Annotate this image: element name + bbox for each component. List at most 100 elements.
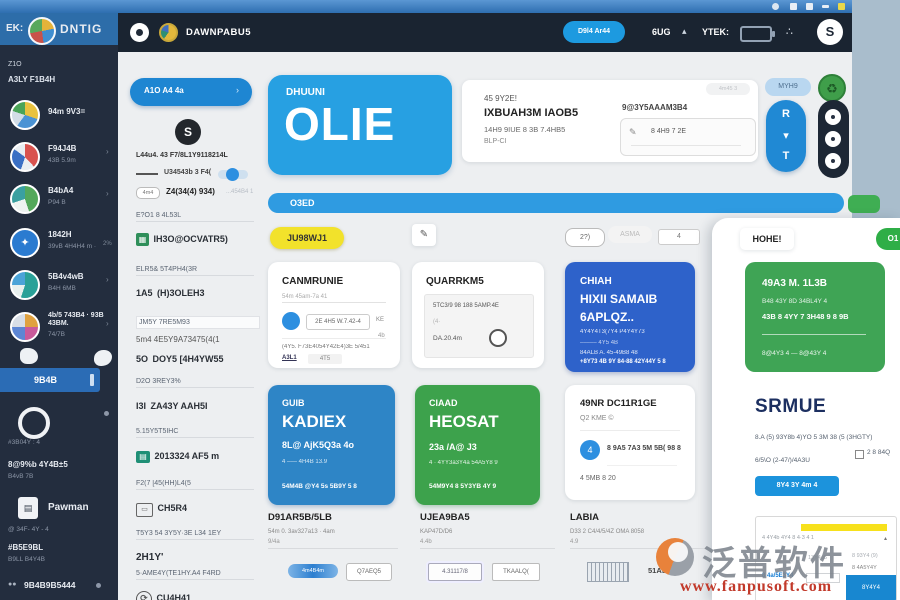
person-icon[interactable]: ▴ xyxy=(682,26,687,36)
list-item[interactable]: ▦ IH3O@OCVATR5) xyxy=(136,229,254,247)
sidebar-item[interactable]: B4bA4 P94 B › xyxy=(0,181,118,217)
sidebar-item[interactable]: ▤ Pawman @ 34F- 4Y - 4 xyxy=(0,495,118,537)
checkbox-label: 2 8 84Q xyxy=(867,449,891,456)
sidebar-item[interactable]: 4b/5 743B4 · 93B 43BM. 74/7B › xyxy=(0,309,118,349)
dock-dot-icon[interactable] xyxy=(825,109,841,125)
list-item[interactable]: 5O DOY5 [4H4YW55 xyxy=(136,349,260,367)
home-icon[interactable] xyxy=(130,23,149,42)
banner-bar[interactable]: O3ED xyxy=(268,193,844,213)
input-hint[interactable]: 54m 45am-7a 41 xyxy=(282,294,386,303)
sidebar-item-label: #B5E9BL xyxy=(8,543,44,552)
org-logo-icon[interactable] xyxy=(159,23,178,42)
panel-icon[interactable] xyxy=(790,3,797,10)
panel-chip[interactable]: HOHE! xyxy=(740,228,794,250)
pill-row[interactable]: 4m4 Z4(34(4) 934) ...454B4 1 xyxy=(136,186,256,200)
sparkle-icon[interactable]: ∴ xyxy=(786,26,793,38)
list-item[interactable]: ▭ CH5R4 xyxy=(136,498,254,517)
sidebar-active-item[interactable]: 9B4B xyxy=(0,368,100,392)
toggle-row[interactable]: U34543b 3 F4( xyxy=(136,168,256,181)
royal-blue-card[interactable]: CHIAH HIXII SAMAIB 6APLQZ.. 4Y4Y4T3(7Y4 … xyxy=(565,262,695,372)
blue-dock[interactable]: R ▾ T xyxy=(766,100,806,172)
option-faint: (4· xyxy=(433,319,441,325)
preview-link[interactable]: 8 4a/5E3Y4 xyxy=(762,573,794,579)
nav-link[interactable]: 6UG xyxy=(652,27,671,37)
badge-blue-icon: 4 xyxy=(580,440,600,460)
highlight-chip[interactable]: JU98WJ1 xyxy=(270,227,344,249)
search-icon[interactable] xyxy=(772,3,779,10)
dash-icon xyxy=(136,173,158,175)
dock-r-icon[interactable]: R xyxy=(782,108,790,120)
faint-chip[interactable]: ASMA xyxy=(608,226,652,243)
sidebar-item[interactable]: F94J4B 43B 5.9m › xyxy=(0,139,118,175)
sidebar-item[interactable]: ✦ 1842H 39vB 4H4H4 m · 2% xyxy=(0,225,118,261)
stat-kicker: GUIB xyxy=(282,398,305,408)
user-avatar[interactable]: S xyxy=(817,19,843,45)
item-code: 1A5 xyxy=(136,288,153,298)
stat-card-green[interactable]: CIAAD HEOSAT 23a /A@ J3 4 · 4YY3a3Y4a 54… xyxy=(415,385,540,505)
green-card[interactable]: 49A3 M. 1L3B B48 43Y 8D 34BL4Y 4 43B 8 4… xyxy=(745,262,885,372)
search-box[interactable]: ✎ 8 4H9 7 2E xyxy=(620,118,756,156)
radio-button[interactable] xyxy=(489,329,507,347)
dark-dock[interactable] xyxy=(818,100,849,178)
sidebar-item[interactable]: 94m 9V3= xyxy=(0,98,118,132)
srm-title: SRMUE xyxy=(755,396,827,417)
footer-code: 51A55 xyxy=(648,566,671,575)
mini-outline-button[interactable]: 4.31117/8 xyxy=(428,563,482,581)
hero-card[interactable]: DHUUNI OLIE xyxy=(268,75,452,175)
stat-card-blue[interactable]: GUIB KADIEX 8L@ AjK5Q3a 4o 4 ––– 4H4B 13… xyxy=(268,385,395,505)
app-logo-icon[interactable] xyxy=(28,17,56,45)
sidebar-item[interactable]: #3B04Y : 4 xyxy=(0,405,118,449)
panel-top-button[interactable]: A1O A4 4a › xyxy=(130,78,252,106)
minimize-icon[interactable] xyxy=(822,5,829,8)
status-chip[interactable]: MYH9 xyxy=(765,78,811,96)
hero-kicker: DHUUNI xyxy=(286,87,325,98)
mini-pill: 4m4 xyxy=(136,187,160,199)
stepper-box[interactable]: 4 xyxy=(658,229,700,245)
mini-outline-button[interactable]: TKAALQ( xyxy=(492,563,540,581)
card-chip[interactable]: 4T5 xyxy=(308,354,342,364)
sidebar-item[interactable]: #B5E9BL B9LL B4Y4B xyxy=(0,541,118,571)
chevron-down-icon[interactable]: ▾ xyxy=(783,130,789,142)
outline-chip[interactable]: 2?) xyxy=(565,228,605,247)
stamp-icon[interactable] xyxy=(94,350,112,366)
sidebar-item-label: 94m 9V3= xyxy=(48,107,86,116)
list-item[interactable]: 2H1Y' xyxy=(136,547,254,565)
panel-avatar[interactable]: S xyxy=(175,119,201,145)
sidebar-item[interactable]: ●● 9B4B9B5444 xyxy=(0,577,118,597)
pen-chip-icon[interactable]: ✎ xyxy=(412,224,436,246)
dock-dot-icon[interactable] xyxy=(825,153,841,169)
sidebar-item[interactable]: 5B4v4wB B4H 6MB › xyxy=(0,267,118,303)
primary-nav-button[interactable]: D9l4 Ar44 xyxy=(563,21,625,43)
checkbox[interactable] xyxy=(855,450,864,459)
dock-t-icon[interactable]: T xyxy=(782,150,790,162)
app-title: DNTIG xyxy=(60,22,103,36)
banner-green-tab[interactable] xyxy=(848,195,880,213)
document-preview[interactable]: 4 4Y4b 4Y4 8 4·3 4 1 ▴ 13Y4a5 8 93Y4 (9)… xyxy=(755,516,897,600)
green-action-button[interactable]: ♻ xyxy=(818,74,846,102)
info-title: IXBUAH3M IAOB5 xyxy=(484,107,579,119)
input-field[interactable]: 2E 4H5 W.7.42-4 xyxy=(306,314,370,330)
sidebar-item[interactable]: 8@9%b 4Y4B±5 B4vB 7B xyxy=(0,458,118,488)
panel-green-pill[interactable]: O1 xyxy=(876,228,900,250)
panel-icon[interactable] xyxy=(806,3,813,10)
blue-card-line: ––––– 4Y5 4B xyxy=(580,340,619,346)
list-item[interactable]: ▤ 2013324 AF5 m xyxy=(136,446,254,464)
sidebar-item-sub: 39vB 4H4H4 m · xyxy=(48,243,97,250)
card-chip-link[interactable]: A3L1 xyxy=(282,355,297,361)
option-card: QUARRKM5 5TC3/9 98 188 5AMP.4E (4· DA.20… xyxy=(412,262,544,368)
mini-outline-button[interactable]: Q7AEQ5 xyxy=(346,563,392,581)
blue-card-line: 4Y4Y4T3(7Y4 P4Y4Y73 xyxy=(580,329,645,335)
stamp-icon[interactable] xyxy=(20,348,38,364)
nav-link[interactable]: YTEK: xyxy=(702,27,729,37)
list-item[interactable]: 1A5 (H)3OLEH3 xyxy=(136,283,254,301)
list-item[interactable]: ⟳ CU4H41 xyxy=(136,588,254,600)
toggle-switch[interactable] xyxy=(218,168,248,181)
srm-action-button[interactable]: 8Y4 3Y 4m 4 xyxy=(755,476,839,496)
panel-active-icon[interactable] xyxy=(838,3,845,10)
list-item[interactable]: I3I ZA43Y AAH5I xyxy=(136,396,254,414)
mini-blue-button[interactable]: 4m4B4m xyxy=(288,564,338,578)
list-item[interactable]: 5m4 4E5Y9A73475(4(1 xyxy=(136,335,260,344)
dock-dot-icon[interactable] xyxy=(825,131,841,147)
srm-line: 6/5\O (2-47/)/4A3U xyxy=(755,457,810,464)
